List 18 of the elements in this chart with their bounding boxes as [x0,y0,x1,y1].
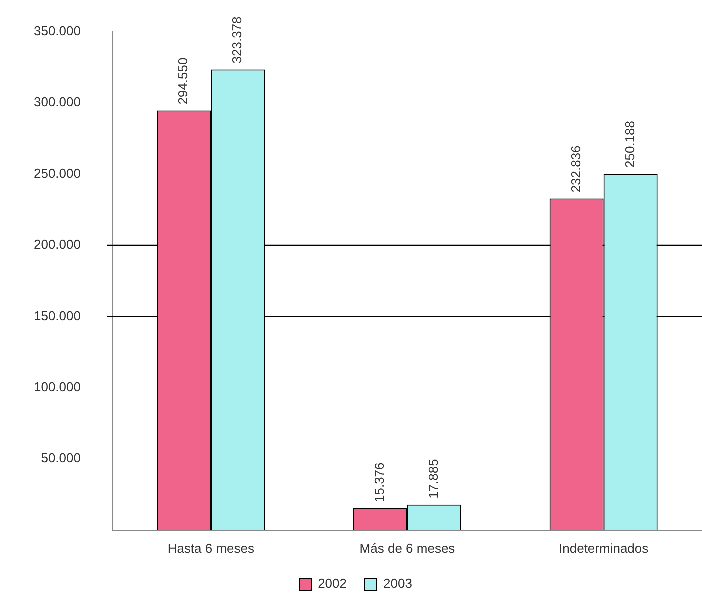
y-tick-label: 250.000 [34,166,81,181]
x-tick-label: Más de 6 meses [360,540,456,556]
y-tick-label: 150.000 [34,308,81,324]
data-label: 232.836 [568,146,584,193]
data-label: 250.188 [622,120,638,168]
data-label: 17.885 [426,459,442,499]
data-label: 294.550 [176,58,191,105]
y-tick-label: 100.000 [34,380,81,395]
y-tick-label: 50.000 [41,450,81,466]
y-tick-label: 350.000 [34,23,81,38]
x-tick-label: Hasta 6 meses [168,540,256,556]
y-tick-label: 200.000 [34,237,81,252]
y-tick-label: 300.000 [34,94,81,110]
data-label: 15.376 [372,462,388,502]
legend-label: 2003 [384,576,412,592]
legend-label: 2002 [318,576,347,592]
x-tick-label: Indeterminados [559,540,650,556]
data-label: 323.378 [230,16,245,64]
